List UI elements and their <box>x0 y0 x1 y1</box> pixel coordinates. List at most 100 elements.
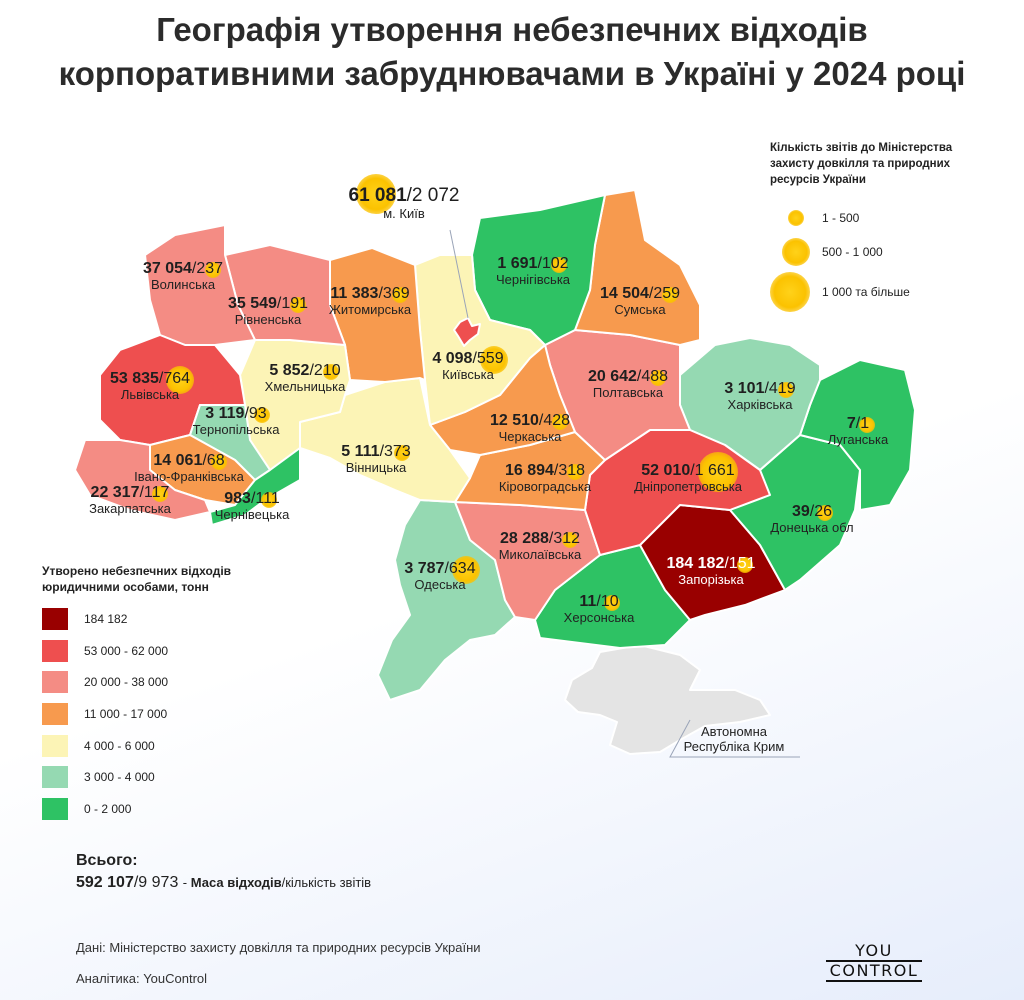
region-name: Чернігівська <box>495 272 571 288</box>
color-legend-item: 4 000 - 6 000 <box>42 730 231 762</box>
region-volyn <box>144 224 256 346</box>
kyiv-label: 61 081/2 072 м. Київ <box>348 185 460 221</box>
region-mass: 3 101 <box>724 380 765 397</box>
color-legend-item: 20 000 - 38 000 <box>42 667 231 699</box>
chernivtsi-report-bubble <box>261 492 278 508</box>
source-note: Дані: Міністерство захисту довкілля та п… <box>76 940 481 955</box>
crimea-callout-line <box>669 719 800 758</box>
region-mass: 184 182 <box>666 555 725 572</box>
region-mass: 5 111 <box>341 443 380 460</box>
region-label-odesa: 3 787/634 Одеська <box>404 560 476 593</box>
region-mass: 7 <box>846 415 856 432</box>
color-legend-item: 3 000 - 4 000 <box>42 761 231 793</box>
kyiv-mass: 61 081 <box>348 185 407 206</box>
region-reports: 26 <box>814 503 833 520</box>
legend-swatch <box>42 671 68 694</box>
zaporizhzhia-report-bubble <box>737 557 754 573</box>
region-label-kyivobl: 4 098/559 Київська <box>432 350 504 383</box>
region-label-kherson: 11/10 Херсонська <box>563 593 635 626</box>
region-reports: 68 <box>206 452 225 469</box>
lviv-report-bubble <box>166 366 195 394</box>
analytics-note: Аналітика: YouControl <box>76 971 208 986</box>
legend-swatch <box>42 639 68 662</box>
rivne-report-bubble <box>290 297 307 313</box>
title-line-2: корпоративними забруднювачами в Україні … <box>58 55 966 92</box>
size-legend-item: 1 - 500 <box>788 210 859 226</box>
logo-line-2: CONTROL <box>826 960 922 982</box>
region-reports: 428 <box>543 412 571 429</box>
legend-swatch <box>42 702 68 725</box>
region-reports: 259 <box>653 285 681 302</box>
medium-bubble-icon <box>782 238 810 266</box>
region-label-luhansk: 7/1 Луганська <box>827 415 889 448</box>
region-name: Херсонська <box>563 610 635 626</box>
size-legend-caption: Кількість звітів до Міністерства захисту… <box>770 140 1000 188</box>
region-mass: 16 894 <box>504 462 554 479</box>
region-label-chernivtsi: 983/111 Чернівецька <box>214 490 290 523</box>
region-name: Волинська <box>150 277 216 293</box>
total-desc-rest: кількість звітів <box>285 875 372 891</box>
zakarpattia-report-bubble <box>152 486 169 502</box>
color-legend-item: 184 182 <box>42 603 231 635</box>
legend-label: 3 000 - 4 000 <box>84 770 155 785</box>
region-mass: 52 010 <box>641 462 691 479</box>
donetsk-report-bubble <box>816 505 833 521</box>
region-name: Донецька обл <box>770 520 854 536</box>
region-name: Львівська <box>120 387 180 403</box>
region-reports: 210 <box>313 362 341 379</box>
region-label-kharkiv: 3 101/419 Харківська <box>724 380 796 413</box>
large-bubble-icon <box>770 272 810 312</box>
total-separator: - <box>182 875 188 891</box>
region-reports: 373 <box>384 443 411 460</box>
region-mass: 3 119 <box>205 405 245 422</box>
region-label-poltava: 20 642/488 Полтавська <box>587 368 669 401</box>
total-mass: 592 107 <box>76 874 134 892</box>
region-name: Вінницька <box>345 460 407 476</box>
crimea-label: Автономна Республіка Крим <box>684 724 785 755</box>
region-mass: 39 <box>791 503 810 520</box>
region-mass: 53 835 <box>109 370 159 387</box>
region-reports: 102 <box>541 255 569 272</box>
region-mass: 14 504 <box>599 285 649 302</box>
region-label-donetsk: 39/26 Донецька обл <box>770 503 854 536</box>
region-name: Рівненська <box>234 312 302 328</box>
region-reports: 1 661 <box>694 462 735 479</box>
region-name: Сумська <box>614 302 666 318</box>
total-desc-bold: Маса відходів <box>190 875 282 891</box>
ivanofrankivsk-report-bubble <box>211 454 228 470</box>
region-name: Кіровоградська <box>498 479 592 495</box>
legend-swatch <box>42 734 68 757</box>
region-mass: 1 691 <box>497 255 538 272</box>
crimea-label-line1: Автономна <box>700 724 768 739</box>
region-name: Черкаська <box>498 429 562 445</box>
region-label-lviv: 53 835/764 Львівська <box>109 370 191 403</box>
color-legend-caption-2: юридичними особами, тонн <box>42 580 209 595</box>
region-reports: 111 <box>255 490 280 507</box>
kharkiv-report-bubble <box>777 382 794 398</box>
region-name: Житомирська <box>328 302 412 318</box>
legend-swatch <box>42 766 68 789</box>
region-chernivtsi <box>209 447 301 526</box>
total-reports: 9 973 <box>138 874 179 892</box>
region-mass: 3 787 <box>404 560 445 577</box>
luhansk-report-bubble <box>858 417 875 433</box>
page-title: Географія утворення небезпечних відходів… <box>0 8 1024 96</box>
region-label-sumy: 14 504/259 Сумська <box>599 285 681 318</box>
title-line-1: Географія утворення небезпечних відходів <box>156 11 868 48</box>
region-reports: 312 <box>553 530 581 547</box>
legend-swatch <box>42 797 68 820</box>
khmelnytskyi-report-bubble <box>322 364 339 380</box>
kyiv-report-bubble <box>356 174 396 214</box>
region-mass: 11 <box>579 593 597 610</box>
region-reports: 93 <box>248 405 267 422</box>
kherson-report-bubble <box>603 595 620 611</box>
cherkasy-report-bubble <box>552 414 569 430</box>
kyiv-reports: 2 072 <box>411 185 460 206</box>
color-legend-caption: Утворено небезпечних відходів юридичними… <box>42 563 231 595</box>
logo-line-1: YOU <box>855 941 893 960</box>
kyiv-callout-line <box>449 229 469 319</box>
color-legend-item: 0 - 2 000 <box>42 793 231 825</box>
region-reports: 764 <box>163 370 191 387</box>
region-name: Полтавська <box>592 385 664 401</box>
